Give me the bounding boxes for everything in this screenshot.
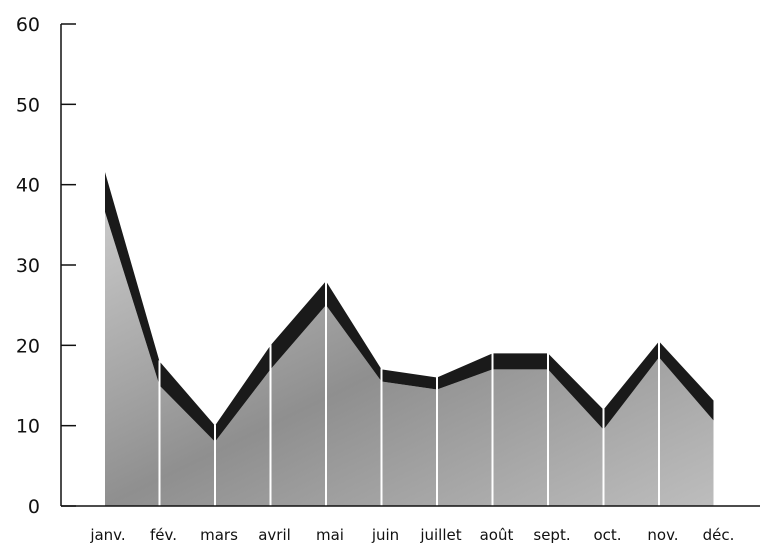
- x-tick-label: oct.: [593, 526, 621, 544]
- x-tick-label: janv.: [89, 526, 125, 544]
- x-tick-label: juillet: [419, 526, 461, 544]
- x-tick-label: août: [480, 526, 514, 544]
- x-tick-label: sept.: [533, 526, 570, 544]
- y-tick-label: 20: [16, 335, 40, 357]
- y-tick-label: 60: [16, 14, 40, 36]
- x-tick-label: mai: [316, 526, 344, 544]
- y-tick-label: 40: [16, 175, 40, 197]
- y-tick-label: 10: [16, 416, 40, 438]
- x-tick-label: mars: [200, 526, 238, 544]
- area-fill: [104, 208, 715, 506]
- plot-area: [103, 167, 716, 506]
- x-tick-label: déc.: [703, 526, 735, 544]
- y-tick-label: 0: [28, 496, 40, 518]
- x-tick-label: nov.: [647, 526, 678, 544]
- y-tick-label: 50: [16, 94, 40, 116]
- axes: 0 10 20 30 40 50 60 janv. fév. mars avril mai juin ju…: [16, 14, 760, 544]
- x-tick-label: juin: [371, 526, 399, 544]
- x-tick-label: avril: [258, 526, 291, 544]
- area-band: [104, 168, 715, 442]
- y-tick-label: 30: [16, 255, 40, 277]
- x-tick-label: fév.: [150, 526, 177, 544]
